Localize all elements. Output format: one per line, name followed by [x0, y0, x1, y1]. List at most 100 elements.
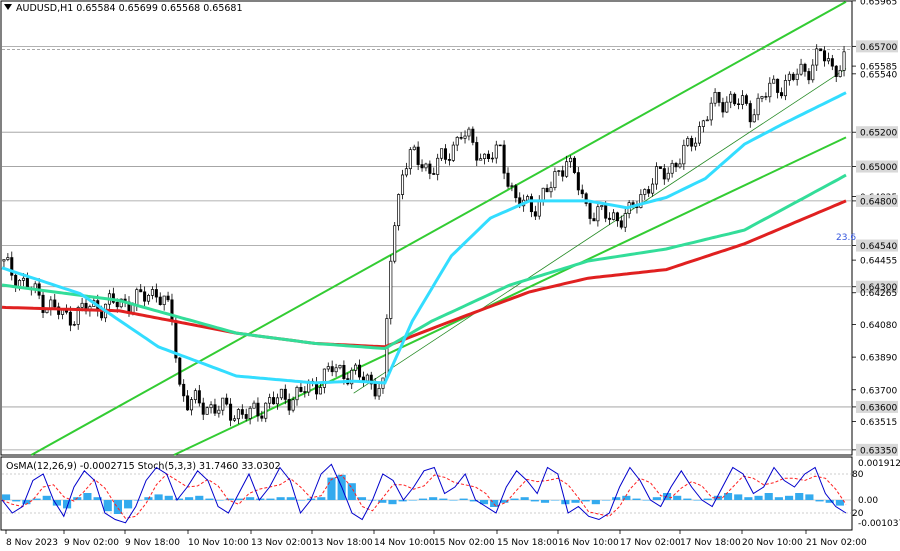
osma-bar [12, 500, 21, 502]
candle-body [729, 93, 733, 103]
candle-body [690, 138, 694, 147]
candle-body [760, 96, 764, 99]
candle-body [744, 95, 748, 104]
osma-bar [673, 495, 682, 500]
candle-body [584, 193, 588, 204]
osma-bar [601, 500, 611, 501]
x-tick-label: 17 Nov 02:00 [620, 538, 681, 548]
y-tick-label: 0.65965 [860, 0, 897, 7]
candle-body [678, 163, 682, 168]
osma-bar [357, 497, 367, 500]
candle-body [299, 386, 303, 392]
osma-bar [764, 493, 773, 500]
candle-body [486, 153, 490, 160]
level-price-tag [856, 443, 898, 456]
osma-bar [652, 497, 661, 500]
candle-body [350, 369, 354, 385]
osma-bar [612, 497, 621, 500]
candle-body [424, 163, 428, 169]
level-price-tag [856, 160, 898, 173]
osma-bar [266, 498, 275, 500]
y-tick-label: 0.63515 [860, 418, 897, 428]
candle-body [615, 212, 619, 222]
candle-body [41, 294, 45, 313]
candle-body [201, 402, 205, 415]
candle-body [440, 148, 444, 159]
candle-body [377, 388, 381, 397]
y-tick-label: 0.63700 [860, 386, 897, 396]
candle-body [330, 366, 334, 373]
osma-bar [42, 495, 51, 500]
osma-bar [429, 497, 438, 500]
candle-body [139, 289, 143, 293]
candle-body [822, 50, 827, 62]
candle-body [197, 390, 201, 404]
candle-body [787, 73, 791, 81]
osma-bar [835, 500, 844, 506]
osma-bar [581, 500, 590, 502]
x-tick-label: 15 Nov 18:00 [497, 538, 558, 548]
osma-bar [571, 500, 580, 503]
candle-body [733, 93, 737, 105]
osma-bar [551, 500, 560, 501]
osma-bar [744, 497, 753, 500]
candle-body [76, 307, 80, 325]
candle-body [53, 299, 57, 308]
channel-line-middle [353, 68, 847, 394]
osma-bar [195, 495, 204, 500]
candle-body [709, 102, 713, 121]
candle-body [315, 382, 319, 395]
candle-body [529, 196, 533, 213]
candle-body [354, 364, 358, 371]
candle-body [494, 144, 498, 159]
osma-bar [815, 500, 824, 502]
candle-body [229, 403, 233, 421]
indicator-panel-frame [0, 456, 853, 531]
candle-body [236, 409, 240, 420]
candle-body [768, 82, 772, 98]
candle-body [545, 187, 549, 193]
osma-bar [520, 497, 529, 500]
candle-body [666, 172, 670, 180]
candle-body [557, 170, 561, 172]
osma-bar [510, 498, 519, 500]
osma-bar [683, 498, 692, 500]
candle-body [342, 364, 346, 379]
candle-body [135, 289, 139, 306]
osma-bar [723, 493, 733, 500]
osma-bar [774, 497, 783, 500]
candle-body [795, 73, 799, 80]
candle-body [721, 102, 725, 113]
dropdown-triangle-icon[interactable] [4, 4, 12, 10]
candle-body [260, 415, 264, 419]
candle-body [533, 211, 537, 217]
candle-body [740, 95, 744, 105]
candle-body [143, 291, 147, 302]
y-tick-label: 0.64080 [860, 321, 897, 331]
candle-body [647, 189, 651, 194]
candle-body [389, 260, 393, 319]
ema-mid-line [1, 173, 847, 351]
y-tick-label: 0.64300 [860, 283, 897, 293]
osma-bar [439, 498, 448, 500]
candle-body [432, 173, 436, 175]
candle-body [412, 146, 416, 151]
y-tick-label: 0.64800 [860, 197, 897, 207]
osma-bar [174, 498, 184, 500]
candle-body [658, 166, 662, 169]
fib-level-label: 23.6 [836, 233, 856, 243]
candle-body [596, 206, 600, 222]
candle-body [670, 162, 674, 174]
osma-bar [398, 500, 407, 502]
candle-body [334, 367, 338, 373]
candle-body [830, 58, 834, 67]
candle-body [436, 157, 440, 175]
candle-body [420, 164, 424, 169]
ema-slow-line [1, 199, 847, 349]
candle-body [256, 402, 260, 417]
candle-body [361, 376, 365, 382]
candle-body [393, 225, 397, 262]
osma-bar [225, 498, 234, 500]
